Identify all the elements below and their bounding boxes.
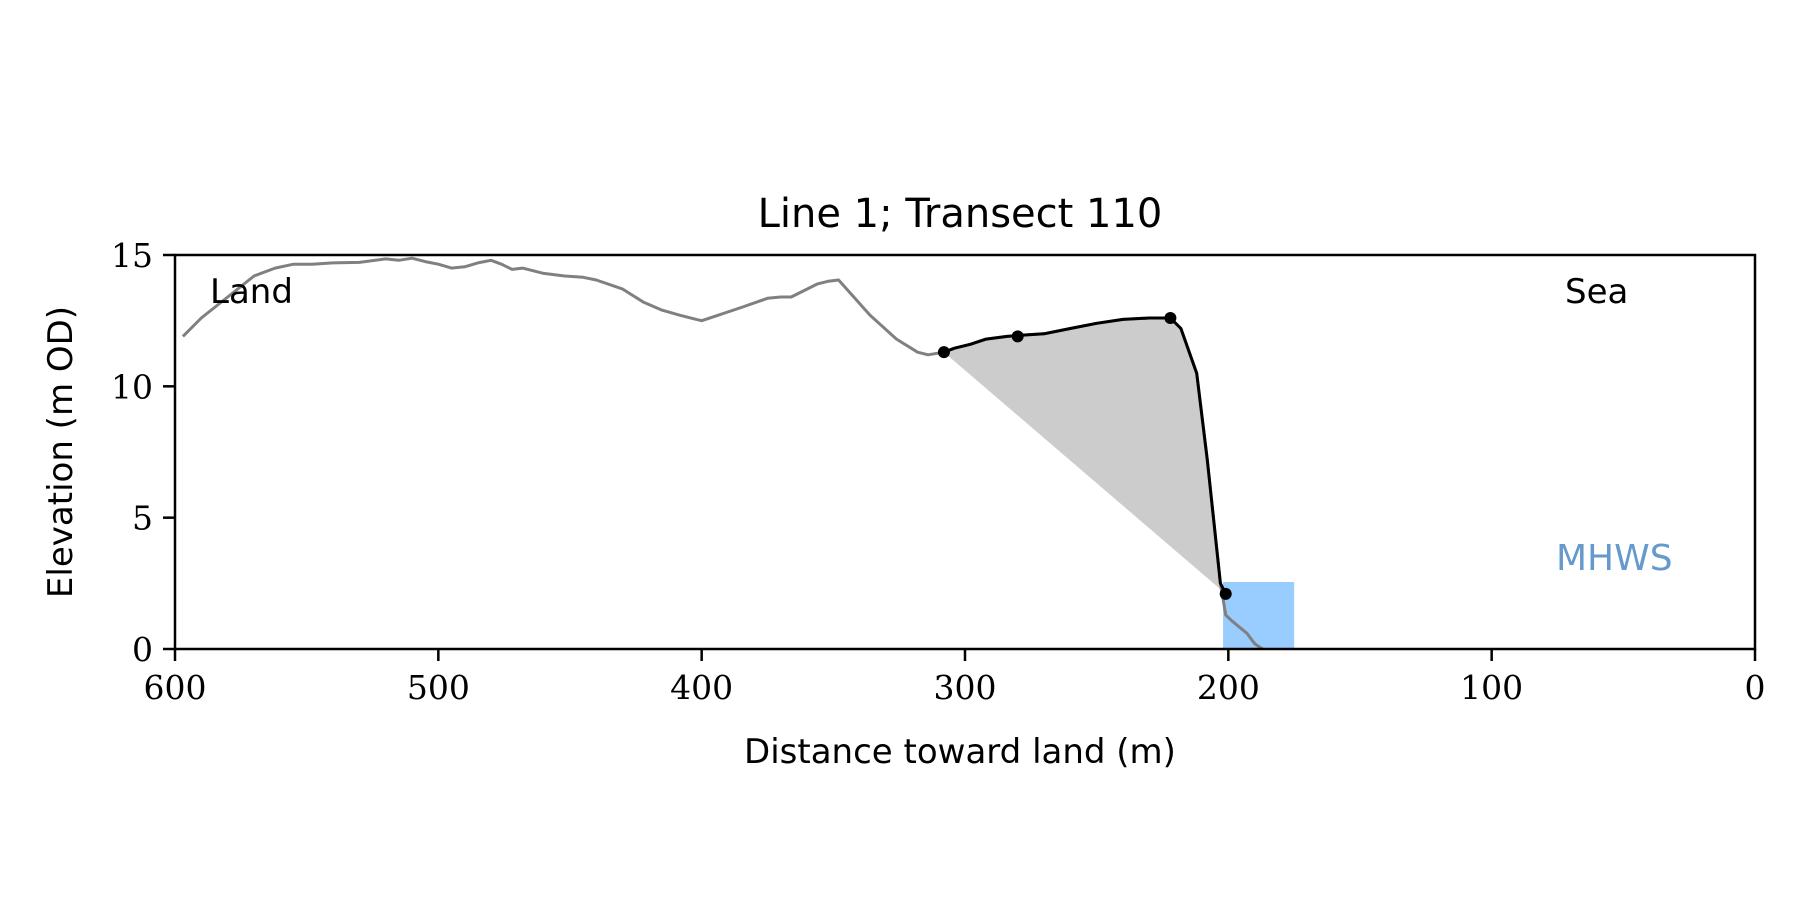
x-tick-label: 500 [407,668,470,707]
land-label: Land [210,272,293,312]
cliff-point [1164,312,1177,325]
cliff-point [937,346,950,359]
x-axis: 600 500 400 300 200 100 0 [144,649,1766,707]
chart-title: Line 1; Transect 110 [758,191,1163,237]
y-tick-label: 10 [111,367,153,406]
cliff-shaded-area [943,318,1226,594]
x-tick-label: 400 [670,668,733,707]
plot-area [181,256,1295,651]
y-tick-label: 15 [111,236,153,275]
x-axis-label: Distance toward land (m) [744,732,1176,772]
x-tick-label: 600 [144,668,207,707]
y-axis: 0 5 10 15 [111,236,175,669]
plot-frame [173,253,1757,651]
mhws-label: MHWS [1556,538,1673,579]
x-tick-label: 0 [1745,668,1766,707]
y-tick-label: 5 [132,499,153,538]
cliff-point [1219,587,1232,600]
cliff-point [1011,330,1024,343]
sea-label: Sea [1565,272,1628,312]
x-tick-label: 200 [1197,668,1260,707]
x-tick-label: 100 [1460,668,1523,707]
cliff-line [943,316,1228,595]
y-axis-label: Elevation (m OD) [41,306,81,598]
y-tick-label: 0 [132,630,153,669]
x-tick-label: 300 [934,668,997,707]
mhws-box [1223,582,1295,649]
